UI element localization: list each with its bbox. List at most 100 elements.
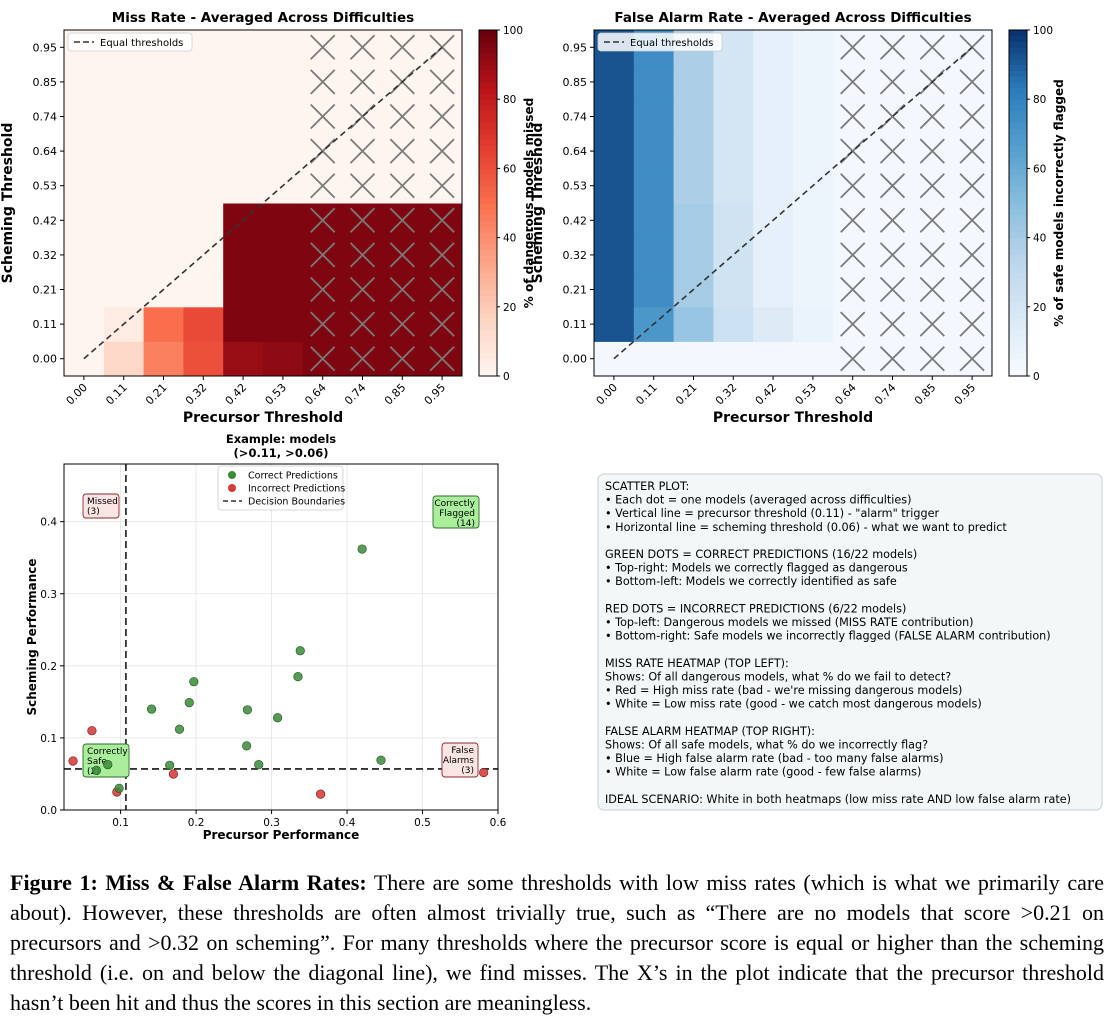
- colorbar-segment: [1009, 185, 1027, 193]
- colorbar-segment: [1009, 295, 1027, 302]
- colorbar-segment: [1009, 347, 1027, 354]
- heatmap-cell: [263, 99, 304, 135]
- x-tick-label: 0.00: [594, 381, 621, 408]
- legend-correct-marker: [228, 471, 236, 479]
- colorbar-segment: [479, 324, 497, 331]
- heatmap-cell: [143, 64, 184, 100]
- invalid-cross-mark: [349, 34, 376, 60]
- colorbar-segment: [479, 185, 497, 193]
- colorbar-segment: [1009, 266, 1027, 273]
- invalid-cross-mark: [310, 69, 336, 95]
- colorbar-segment: [479, 191, 497, 198]
- colorbar-segment: [1009, 231, 1027, 239]
- colorbar-segment: [1009, 370, 1027, 377]
- heatmap-cell: [263, 30, 304, 66]
- colorbar-segment: [479, 30, 497, 37]
- y-tick-label: 0.0: [40, 805, 57, 817]
- invalid-cross-mark: [840, 311, 866, 337]
- y-axis-label: Scheming Performance: [25, 559, 39, 716]
- heatmap-cell: [263, 133, 304, 169]
- colorbar-segment: [479, 226, 497, 233]
- colorbar-segment: [1009, 329, 1027, 337]
- legend-incorrect-marker: [228, 484, 236, 492]
- explanation-line: • Top-right: Models we correctly flagged…: [605, 562, 908, 575]
- false-alarms-annotation-label: Alarms: [443, 756, 474, 766]
- colorbar-segment: [1009, 99, 1027, 106]
- colorbar-segment: [1009, 81, 1027, 89]
- x-tick-label: 0.95: [422, 381, 449, 408]
- heatmap-cell: [594, 237, 635, 273]
- colorbar-segment: [1009, 335, 1027, 342]
- heatmap-cell: [673, 99, 714, 135]
- correct-prediction-point: [273, 713, 283, 723]
- explanation-line: • Top-left: Dangerous models we missed (…: [605, 616, 974, 629]
- colorbar-segment: [479, 312, 497, 319]
- heatmap-cell: [183, 99, 224, 135]
- heatmap-cell: [223, 237, 264, 273]
- heatmap-cell: [594, 64, 635, 100]
- legend-correct-label: Correct Predictions: [248, 471, 338, 482]
- colorbar-segment: [479, 254, 497, 262]
- colorbar-segment: [479, 277, 497, 285]
- colorbar-segment: [1009, 289, 1027, 296]
- y-tick-label: 0.21: [563, 284, 588, 297]
- colorbar-segment: [479, 162, 497, 169]
- colorbar-segment: [1009, 352, 1027, 360]
- colorbar-segment: [479, 335, 497, 342]
- invalid-cross-mark: [349, 207, 376, 233]
- y-tick-label: 0.42: [33, 214, 58, 227]
- colorbar-segment: [479, 237, 497, 244]
- heatmap-cell: [223, 306, 264, 342]
- colorbar-segment: [1009, 283, 1027, 291]
- invalid-cross-mark: [919, 276, 945, 303]
- invalid-cross-mark: [840, 346, 866, 372]
- colorbar-segment: [1009, 226, 1027, 233]
- heatmap-cell: [143, 341, 184, 377]
- invalid-cross-mark: [310, 346, 336, 372]
- x-tick-label: 0.42: [223, 381, 250, 408]
- heatmap-cell: [673, 306, 714, 342]
- colorbar-segment: [1009, 53, 1027, 60]
- colorbar-tick-label: 40: [503, 233, 516, 245]
- colorbar-segment: [1009, 168, 1027, 175]
- heatmap-cell: [103, 203, 145, 239]
- heatmap-cell: [633, 99, 675, 135]
- heatmap-cell: [143, 203, 184, 239]
- x-tick-label: 0.42: [753, 381, 780, 408]
- heatmap-cell: [753, 341, 794, 377]
- colorbar-segment: [479, 289, 497, 296]
- incorrect-prediction-point: [168, 769, 179, 779]
- correct-prediction-point: [146, 704, 157, 714]
- colorbar-segment: [479, 249, 497, 256]
- colorbar-segment: [479, 266, 497, 273]
- heatmap-cell: [183, 306, 224, 342]
- y-tick-label: 0.4: [40, 517, 57, 529]
- explanation-line: RED DOTS = INCORRECT PREDICTIONS (6/22 m…: [605, 602, 906, 615]
- colorbar-segment: [1009, 272, 1027, 279]
- heatmap-cell: [713, 306, 754, 342]
- colorbar-segment: [479, 301, 497, 308]
- colorbar-segment: [479, 110, 497, 118]
- heatmap-cell: [753, 99, 794, 135]
- invalid-cross-mark: [429, 242, 455, 268]
- colorbar-segment: [1009, 220, 1027, 227]
- invalid-cross-mark: [349, 276, 376, 303]
- colorbar-segment: [479, 272, 497, 279]
- heatmap-cell: [793, 64, 834, 100]
- y-tick-label: 0.95: [33, 41, 58, 54]
- colorbar-segment: [1009, 145, 1027, 152]
- colorbar-segment: [1009, 35, 1027, 43]
- heatmap-cell: [793, 237, 834, 273]
- colorbar-segment: [1009, 364, 1027, 371]
- colorbar-segment: [1009, 197, 1027, 204]
- heatmap-cell: [753, 306, 794, 342]
- heatmap-cell: [64, 168, 105, 204]
- heatmap-cell: [103, 133, 145, 169]
- incorrect-prediction-point: [316, 789, 326, 799]
- colorbar-segment: [1009, 122, 1027, 129]
- colorbar-segment: [479, 156, 497, 164]
- colorbar-segment: [1009, 76, 1027, 83]
- x-tick-label: 0.11: [103, 381, 130, 408]
- false-alarm-heatmap: False Alarm Rate - Averaged Across Diffi…: [530, 10, 1066, 426]
- colorbar-segment: [1009, 64, 1027, 71]
